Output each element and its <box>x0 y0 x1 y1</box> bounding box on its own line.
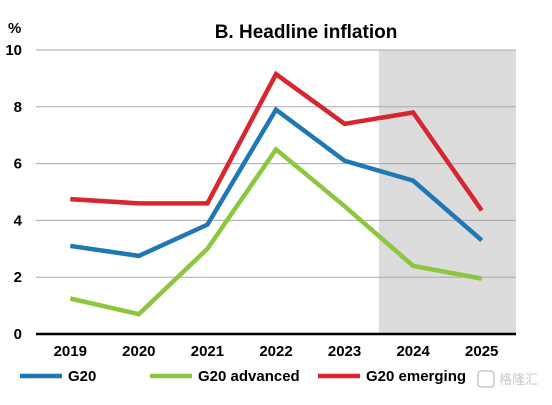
watermark-logo-icon <box>477 370 495 388</box>
y-tick-labels: 0 2 4 6 8 10 <box>5 42 22 343</box>
x-tick-label: 2025 <box>465 343 498 360</box>
legend-label: G20 advanced <box>198 368 300 385</box>
x-tick-label: 2024 <box>396 343 430 360</box>
legend-label: G20 <box>68 368 96 385</box>
series-line <box>69 146 483 317</box>
y-axis-unit-label: % <box>8 20 21 37</box>
series-lines <box>69 70 484 317</box>
y-tick-label: 2 <box>14 269 22 286</box>
series-line <box>70 70 484 212</box>
legend: G20 G20 advanced G20 emerging <box>20 368 466 385</box>
gridlines <box>36 49 516 278</box>
x-tick-label: 2023 <box>328 343 361 360</box>
x-tick-label: 2020 <box>122 343 155 360</box>
y-tick-label: 10 <box>5 42 22 59</box>
y-tick-label: 8 <box>14 99 22 116</box>
y-tick-label: 0 <box>14 326 22 343</box>
x-tick-label: 2019 <box>54 343 87 360</box>
shaded-projection-region <box>378 50 516 334</box>
y-tick-label: 4 <box>14 212 23 229</box>
x-tick-label: 2022 <box>259 343 292 360</box>
watermark: 格隆汇 <box>477 370 538 388</box>
chart-title: B. Headline inflation <box>215 22 398 43</box>
x-tick-label: 2021 <box>191 343 224 360</box>
y-tick-label: 6 <box>14 156 22 173</box>
series-line <box>69 106 484 259</box>
legend-label: G20 emerging <box>366 368 466 385</box>
x-tick-labels: 2019 2020 2021 2022 2023 2024 2025 <box>54 343 499 360</box>
watermark-text: 格隆汇 <box>499 372 538 388</box>
